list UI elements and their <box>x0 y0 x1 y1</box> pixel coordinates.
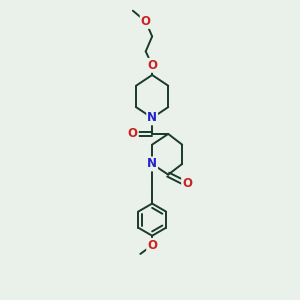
Text: N: N <box>147 158 157 170</box>
Text: O: O <box>141 15 151 28</box>
Text: O: O <box>182 177 192 190</box>
Text: O: O <box>147 239 157 252</box>
Text: O: O <box>147 59 157 72</box>
Text: O: O <box>128 128 138 140</box>
Text: N: N <box>147 111 157 124</box>
